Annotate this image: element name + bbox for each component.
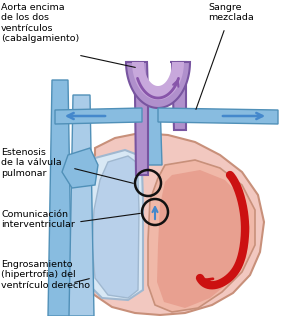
Polygon shape — [126, 62, 190, 108]
Polygon shape — [170, 62, 186, 130]
Text: Engrosamiento
(hipertrofia) del
ventrículo derecho: Engrosamiento (hipertrofia) del ventrícu… — [1, 260, 90, 290]
Polygon shape — [62, 148, 98, 188]
Text: Estenosis
de la válvula
pulmonar: Estenosis de la válvula pulmonar — [1, 148, 61, 178]
Polygon shape — [157, 170, 250, 308]
Polygon shape — [138, 100, 162, 165]
Polygon shape — [68, 133, 264, 315]
Text: Sangre
mezclada: Sangre mezclada — [208, 3, 254, 22]
Polygon shape — [69, 95, 94, 316]
Polygon shape — [148, 160, 255, 312]
Text: Aorta encima
de los dos
ventrículos
(cabalgamiento): Aorta encima de los dos ventrículos (cab… — [1, 3, 79, 43]
Polygon shape — [158, 108, 278, 124]
Polygon shape — [55, 108, 142, 124]
Polygon shape — [48, 80, 72, 316]
Polygon shape — [92, 156, 139, 298]
Polygon shape — [128, 62, 148, 175]
Text: Comunicación
interventricular: Comunicación interventricular — [1, 210, 75, 229]
Polygon shape — [78, 150, 143, 300]
Polygon shape — [132, 62, 184, 100]
